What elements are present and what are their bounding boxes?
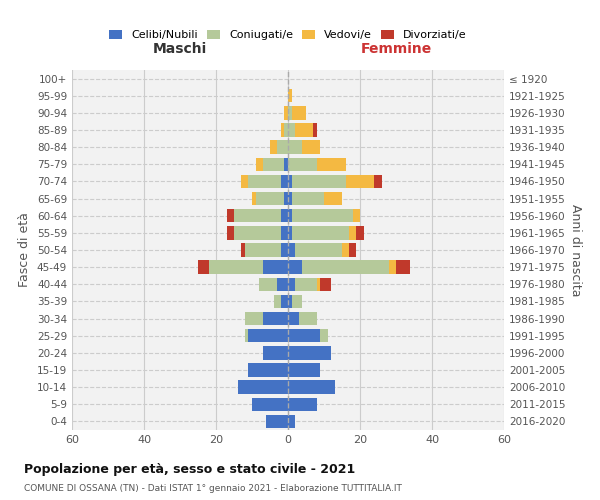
Bar — [281, 294, 288, 308]
Bar — [320, 329, 328, 342]
Bar — [234, 209, 281, 222]
Bar — [349, 226, 356, 239]
Bar — [292, 209, 353, 222]
Bar — [274, 294, 281, 308]
Bar — [288, 294, 292, 308]
Text: Maschi: Maschi — [153, 42, 207, 56]
Bar — [346, 174, 374, 188]
Bar — [288, 209, 292, 222]
Bar — [295, 244, 342, 256]
Bar — [292, 294, 302, 308]
Bar — [248, 364, 288, 376]
Bar — [284, 158, 288, 171]
Bar — [288, 174, 292, 188]
Bar — [292, 106, 306, 120]
Bar — [302, 140, 320, 154]
Bar — [245, 329, 248, 342]
Bar — [284, 192, 288, 205]
Bar — [259, 278, 277, 291]
Bar — [277, 278, 288, 291]
Bar — [295, 124, 313, 136]
Y-axis label: Fasce di età: Fasce di età — [19, 212, 31, 288]
Bar — [288, 312, 299, 326]
Bar — [288, 380, 335, 394]
Bar — [313, 124, 317, 136]
Bar — [270, 140, 277, 154]
Bar — [288, 158, 317, 171]
Bar — [284, 106, 288, 120]
Bar — [288, 346, 331, 360]
Bar — [288, 260, 302, 274]
Bar — [281, 124, 284, 136]
Bar — [245, 312, 263, 326]
Bar — [288, 226, 292, 239]
Bar — [263, 158, 284, 171]
Bar — [288, 106, 292, 120]
Bar — [241, 174, 248, 188]
Text: Femmine: Femmine — [361, 42, 431, 56]
Bar — [281, 209, 288, 222]
Bar — [209, 260, 263, 274]
Bar — [389, 260, 396, 274]
Bar — [288, 364, 320, 376]
Bar — [234, 226, 281, 239]
Bar — [256, 158, 263, 171]
Bar — [295, 278, 317, 291]
Bar — [288, 140, 302, 154]
Bar — [349, 244, 356, 256]
Bar — [248, 329, 288, 342]
Bar — [198, 260, 209, 274]
Text: COMUNE DI OSSANA (TN) - Dati ISTAT 1° gennaio 2021 - Elaborazione TUTTITALIA.IT: COMUNE DI OSSANA (TN) - Dati ISTAT 1° ge… — [24, 484, 402, 493]
Bar — [238, 380, 288, 394]
Bar — [281, 174, 288, 188]
Text: Popolazione per età, sesso e stato civile - 2021: Popolazione per età, sesso e stato civil… — [24, 462, 355, 475]
Bar — [288, 124, 295, 136]
Bar — [317, 278, 320, 291]
Bar — [288, 244, 295, 256]
Bar — [288, 414, 295, 428]
Bar — [353, 209, 360, 222]
Bar — [396, 260, 410, 274]
Bar — [288, 192, 292, 205]
Bar — [320, 278, 331, 291]
Bar — [227, 226, 234, 239]
Bar — [227, 209, 234, 222]
Bar — [317, 158, 346, 171]
Bar — [263, 312, 288, 326]
Bar — [263, 260, 288, 274]
Bar — [288, 278, 295, 291]
Bar — [252, 192, 256, 205]
Bar — [266, 414, 288, 428]
Legend: Celibi/Nubili, Coniugati/e, Vedovi/e, Divorziati/e: Celibi/Nubili, Coniugati/e, Vedovi/e, Di… — [105, 25, 471, 44]
Bar — [281, 244, 288, 256]
Bar — [288, 329, 320, 342]
Bar — [292, 192, 324, 205]
Bar — [342, 244, 349, 256]
Bar — [256, 192, 284, 205]
Bar — [248, 174, 281, 188]
Bar — [281, 226, 288, 239]
Bar — [241, 244, 245, 256]
Bar — [252, 398, 288, 411]
Bar — [292, 174, 346, 188]
Bar — [324, 192, 342, 205]
Bar — [277, 140, 288, 154]
Bar — [302, 260, 389, 274]
Bar — [284, 124, 288, 136]
Bar — [299, 312, 317, 326]
Bar — [263, 346, 288, 360]
Bar — [288, 89, 292, 102]
Bar — [245, 244, 281, 256]
Y-axis label: Anni di nascita: Anni di nascita — [569, 204, 582, 296]
Bar — [356, 226, 364, 239]
Bar — [292, 226, 349, 239]
Bar — [374, 174, 382, 188]
Bar — [288, 398, 317, 411]
